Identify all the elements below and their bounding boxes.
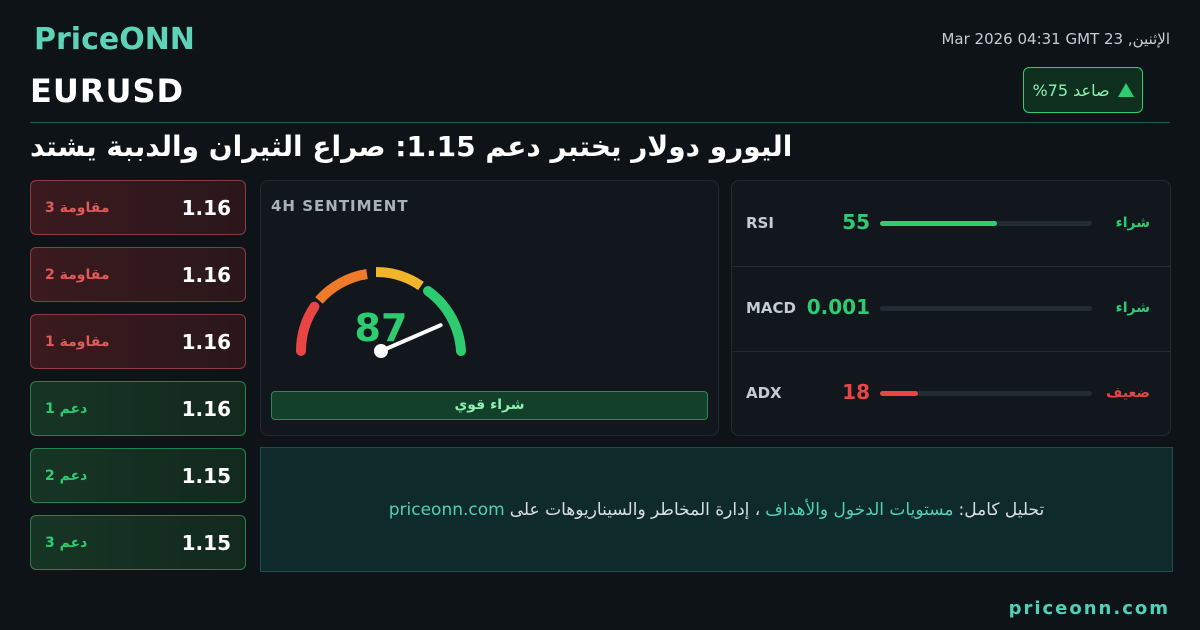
gauge-segment — [423, 286, 466, 356]
indicator-name: MACD — [746, 299, 796, 317]
sentiment-title: 4H SENTIMENT — [271, 197, 409, 215]
level-value: 1.15 — [181, 530, 231, 555]
indicator-name: RSI — [746, 214, 774, 232]
gauge-hub — [374, 344, 388, 358]
trend-badge: صاعد 75% — [1023, 67, 1143, 113]
indicator-bar — [880, 391, 919, 396]
gauge-needle — [379, 323, 443, 353]
gauge-segment — [295, 301, 320, 356]
level-value: 1.16 — [181, 262, 231, 287]
indicators-panel: RSI 55 شراء MACD 0.001 شراء ADX 18 ضعيف — [731, 180, 1171, 436]
row-divider — [732, 266, 1170, 267]
level-value: 1.15 — [181, 463, 231, 488]
indicator-track — [880, 391, 1092, 396]
indicator-value: 0.001 — [806, 295, 870, 319]
indicator-row: MACD 0.001 شراء — [732, 266, 1170, 351]
indicator-status: ضعيف — [1106, 385, 1150, 401]
indicator-value: 55 — [842, 210, 870, 234]
brand: PriceONN — [34, 22, 195, 57]
indicator-row: ADX 18 ضعيف — [732, 351, 1170, 436]
row-divider — [732, 351, 1170, 352]
footer-domain[interactable]: priceonn.com — [1008, 598, 1170, 619]
level-label: مقاومة 3 — [45, 199, 110, 216]
level-label: دعم 2 — [45, 467, 88, 484]
gauge: 87 — [295, 267, 466, 358]
level-value: 1.16 — [181, 329, 231, 354]
indicator-status: شراء — [1115, 215, 1150, 231]
indicator-value: 18 — [842, 380, 870, 404]
indicator-status: شراء — [1115, 300, 1150, 316]
level-box: مقاومة 2 1.16 — [30, 247, 246, 302]
level-box: دعم 3 1.15 — [30, 515, 246, 570]
cta-link[interactable]: مستويات الدخول والأهداف — [765, 499, 954, 520]
level-label: مقاومة 1 — [45, 333, 110, 350]
indicator-row: RSI 55 شراء — [732, 181, 1170, 266]
indicator-name: ADX — [746, 384, 782, 402]
gauge-segment — [375, 267, 424, 291]
indicator-track — [880, 221, 1092, 226]
badge-text: صاعد 75% — [1032, 80, 1110, 100]
level-value: 1.16 — [181, 195, 231, 220]
cta-site[interactable]: priceonn.com — [388, 499, 505, 520]
headline: اليورو دولار يختبر دعم 1.15: صراع الثيرا… — [30, 130, 793, 163]
indicator-bar — [880, 221, 997, 226]
indicator-track — [880, 306, 1092, 311]
symbol: EURUSD — [30, 72, 185, 110]
level-box: دعم 2 1.15 — [30, 448, 246, 503]
timestamp: الإثنين, 23 Mar 2026 04:31 GMT — [941, 30, 1170, 48]
level-label: دعم 3 — [45, 534, 88, 551]
level-box: دعم 1 1.16 — [30, 381, 246, 436]
cta-box: تحليل كامل: مستويات الدخول والأهداف ، إد… — [260, 447, 1173, 572]
level-box: مقاومة 3 1.16 — [30, 180, 246, 235]
up-arrow — [1117, 83, 1134, 97]
level-label: مقاومة 2 — [45, 266, 110, 283]
sentiment-label: شراء قوي — [271, 391, 708, 420]
level-box: مقاومة 1 1.16 — [30, 314, 246, 369]
cta-prefix: تحليل كامل: — [958, 499, 1045, 520]
level-value: 1.16 — [181, 396, 231, 421]
level-label: دعم 1 — [45, 400, 88, 417]
cta-rest: ، إدارة المخاطر والسيناريوهات على — [509, 499, 761, 520]
sentiment-panel: 4H SENTIMENT 87 شراء قوي — [260, 180, 719, 436]
divider — [30, 122, 1170, 123]
gauge-segment — [315, 269, 368, 304]
